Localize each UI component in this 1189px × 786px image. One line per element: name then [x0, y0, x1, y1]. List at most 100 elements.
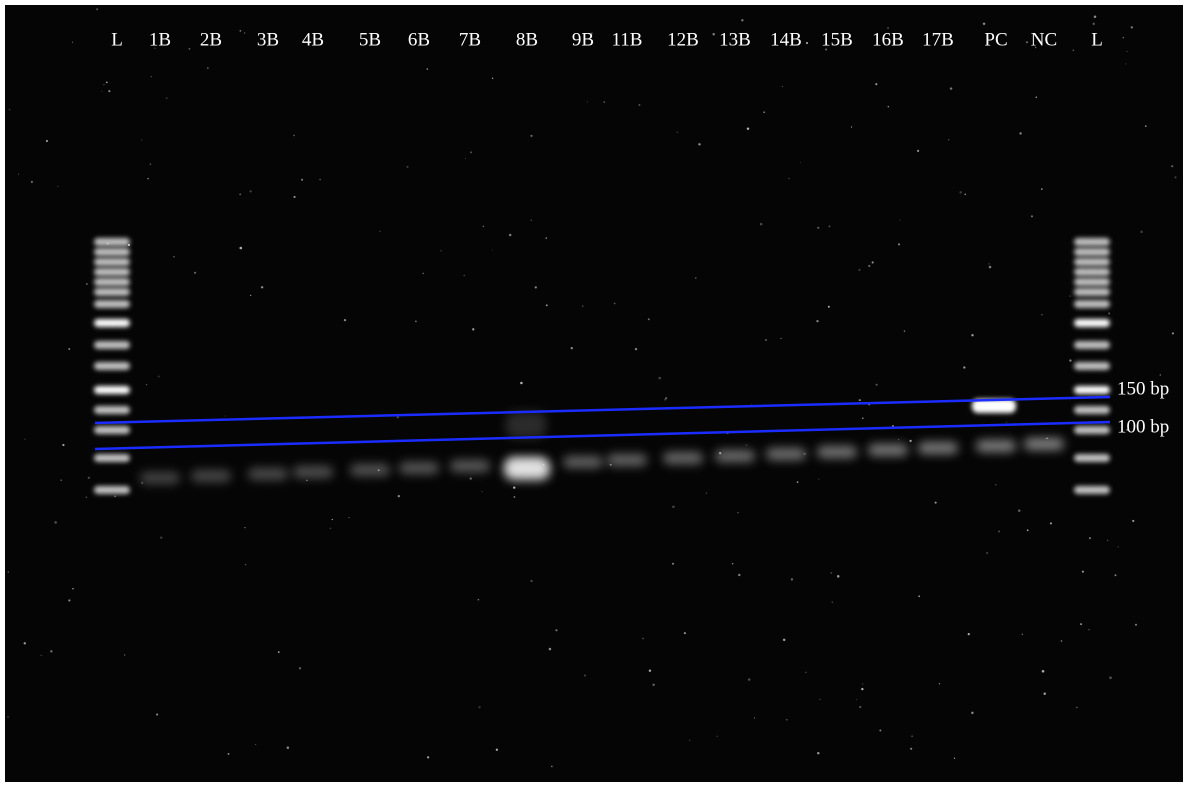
- noise-speck: [1042, 670, 1045, 673]
- noise-speck: [509, 234, 511, 236]
- noise-speck: [604, 101, 605, 102]
- noise-speck: [239, 30, 241, 32]
- noise-speck: [571, 347, 573, 349]
- noise-speck: [642, 638, 644, 640]
- lane-label: NC: [1031, 29, 1057, 50]
- noise-speck: [293, 196, 295, 198]
- noise-speck: [427, 756, 429, 758]
- noise-speck: [245, 564, 246, 565]
- noise-speck: [832, 601, 833, 602]
- noise-speck: [483, 226, 485, 228]
- noise-speck: [635, 348, 637, 350]
- noise-speck: [330, 527, 332, 529]
- noise-speck: [971, 334, 973, 336]
- noise-speck: [31, 181, 33, 183]
- noise-speck: [829, 226, 831, 228]
- ladder-band: [94, 454, 130, 462]
- ladder-band: [94, 362, 130, 370]
- gel-background: [5, 5, 1183, 782]
- noise-speck: [1094, 15, 1097, 18]
- ladder-band: [94, 238, 130, 246]
- noise-speck: [492, 78, 493, 79]
- noise-speck: [1076, 707, 1078, 709]
- noise-speck: [465, 158, 466, 159]
- noise-speck: [555, 629, 557, 631]
- noise-speck: [407, 166, 409, 168]
- noise-speck: [872, 261, 874, 263]
- noise-speck: [1026, 41, 1028, 43]
- noise-speck: [57, 186, 58, 187]
- noise-speck: [299, 667, 301, 669]
- noise-speck: [765, 339, 767, 341]
- noise-speck: [1125, 63, 1126, 64]
- noise-speck: [698, 143, 700, 145]
- noise-speck: [470, 477, 472, 479]
- noise-speck: [72, 588, 74, 590]
- noise-speck: [546, 304, 548, 306]
- noise-speck: [535, 286, 537, 288]
- noise-speck: [108, 90, 110, 92]
- noise-speck: [72, 42, 73, 43]
- noise-speck: [1069, 359, 1071, 361]
- noise-speck: [478, 706, 480, 708]
- noise-speck: [971, 712, 973, 714]
- noise-speck: [62, 444, 64, 446]
- noise-speck: [706, 493, 707, 494]
- noise-speck: [244, 527, 245, 528]
- noise-speck: [1145, 125, 1147, 127]
- noise-speck: [959, 191, 961, 193]
- noise-speck: [114, 496, 116, 498]
- gel-image: 150 bp 100 bp L1B2B3B4B5B6B7B8B9B11B12B1…: [0, 0, 1189, 786]
- ladder-band: [1074, 386, 1110, 394]
- noise-speck: [1080, 623, 1082, 625]
- ladder-band: [1074, 248, 1110, 256]
- noise-speck: [348, 517, 349, 518]
- noise-speck: [513, 486, 515, 488]
- lane-label: 6B: [408, 29, 430, 50]
- noise-speck: [1022, 634, 1023, 635]
- noise-speck: [614, 303, 616, 305]
- noise-speck: [983, 23, 985, 25]
- noise-speck: [856, 699, 857, 700]
- noise-speck: [995, 484, 996, 485]
- noise-speck: [166, 97, 168, 99]
- noise-speck: [968, 633, 970, 635]
- ladder-band: [94, 278, 130, 286]
- noise-speck: [1082, 571, 1084, 573]
- noise-speck: [582, 305, 583, 306]
- noise-speck: [1109, 676, 1112, 679]
- noise-speck: [7, 716, 8, 717]
- sample-band: [607, 454, 647, 466]
- noise-speck: [531, 580, 533, 582]
- noise-speck: [851, 126, 852, 127]
- noise-speck: [520, 382, 523, 385]
- ladder-band: [94, 406, 130, 414]
- noise-speck: [1069, 295, 1071, 297]
- noise-speck: [1132, 520, 1134, 522]
- noise-speck: [41, 655, 42, 656]
- noise-speck: [861, 688, 863, 690]
- noise-speck: [797, 481, 799, 483]
- noise-speck: [156, 713, 158, 715]
- noise-speck: [344, 319, 346, 321]
- ladder-band: [1074, 406, 1110, 414]
- noise-speck: [868, 265, 870, 267]
- noise-speck: [492, 250, 493, 251]
- sample-band: [248, 468, 288, 480]
- noise-speck: [173, 256, 175, 258]
- noise-speck: [986, 552, 988, 554]
- lane-label: 16B: [872, 29, 904, 50]
- lane-label: 14B: [770, 29, 802, 50]
- noise-speck: [415, 320, 417, 322]
- noise-speck: [748, 678, 750, 680]
- sample-band: [293, 466, 333, 478]
- noise-speck: [427, 68, 429, 70]
- noise-speck: [672, 563, 674, 565]
- noise-speck: [18, 174, 19, 175]
- noise-speck: [712, 33, 714, 35]
- noise-speck: [225, 415, 226, 416]
- noise-speck: [1107, 540, 1108, 541]
- noise-speck: [319, 179, 320, 180]
- lane-label: 2B: [200, 29, 222, 50]
- noise-speck: [875, 83, 877, 85]
